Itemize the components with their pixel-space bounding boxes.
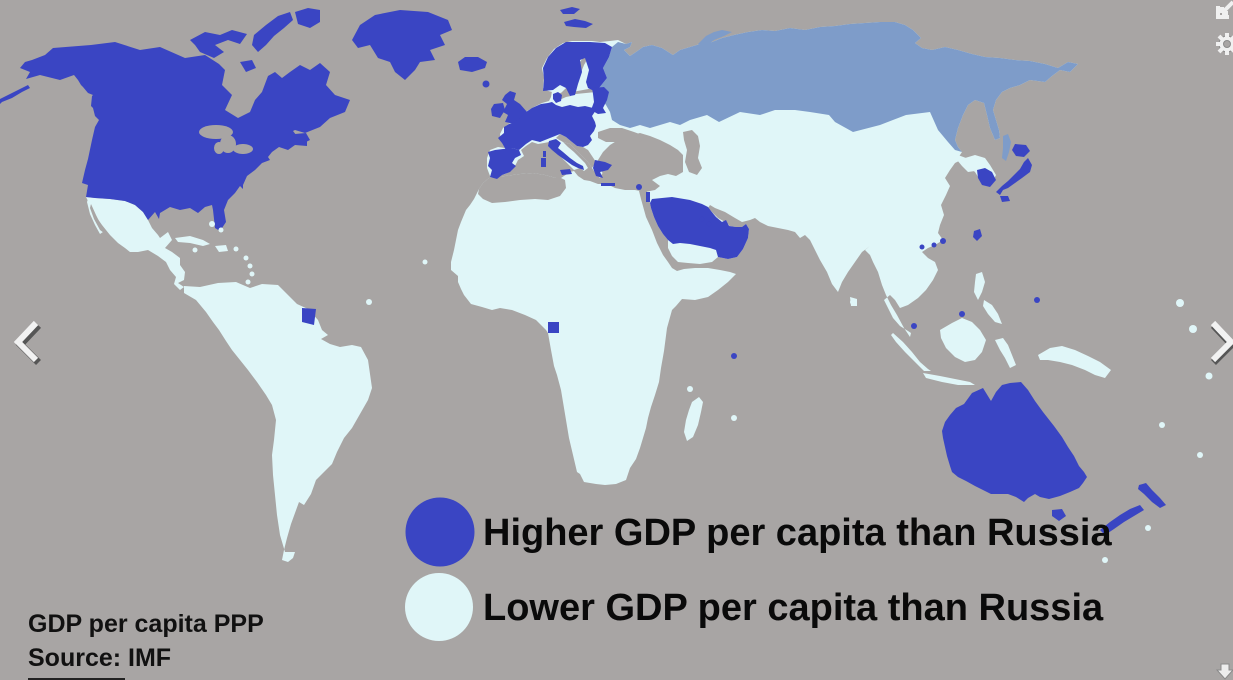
svg-text:Source: IMF: Source: IMF (28, 644, 171, 672)
svg-text:Higher GDP per capita than Rus: Higher GDP per capita than Russia (483, 512, 1112, 554)
svg-text:Lower GDP per capita than Russ: Lower GDP per capita than Russia (483, 587, 1104, 629)
svg-text:GDP per capita PPP: GDP per capita PPP (28, 610, 264, 638)
